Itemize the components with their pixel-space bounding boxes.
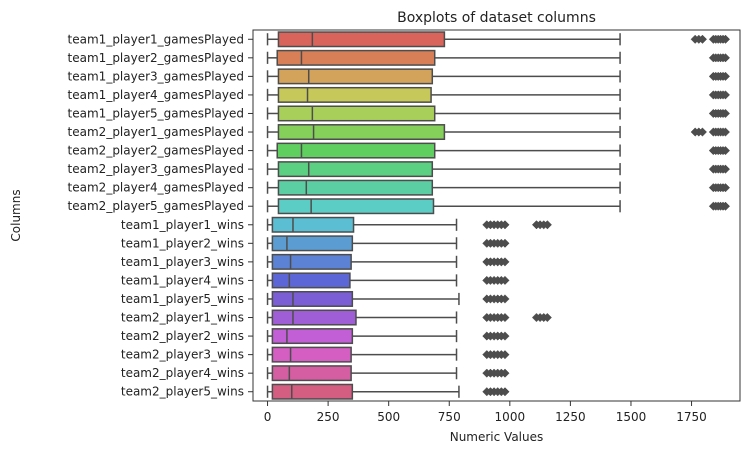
- outlier-point: [500, 368, 510, 378]
- y-axis-title: Columns: [9, 189, 23, 241]
- x-tick-label: 250: [317, 410, 340, 424]
- iqr-box: [271, 383, 354, 400]
- y-tick-label: team2_player4_gamesPlayed: [68, 181, 244, 195]
- y-tick-label: team1_player1_wins: [121, 218, 244, 232]
- outlier-point: [500, 387, 510, 397]
- y-tick-label: team2_player3_gamesPlayed: [68, 162, 244, 176]
- outlier-point: [720, 90, 731, 100]
- iqr-box: [277, 31, 446, 48]
- box-team2_player1_gamesPlayed: [266, 124, 731, 141]
- iqr-box: [277, 124, 446, 141]
- iqr-box: [271, 272, 351, 289]
- box-team1_player3_gamesPlayed: [266, 68, 731, 85]
- outlier-point: [500, 275, 510, 285]
- outlier-point: [500, 350, 510, 360]
- y-tick-label: team2_player1_gamesPlayed: [68, 125, 244, 139]
- y-tick-label: team2_player5_wins: [121, 385, 244, 399]
- x-tick-label: 750: [438, 410, 461, 424]
- box-team1_player2_wins: [266, 235, 510, 252]
- box-team2_player1_wins: [266, 309, 552, 326]
- plot-area: 0 250 500 750 1000 1250 1500 1750 team1_player1_…: [68, 31, 731, 424]
- box-team1_player3_wins: [266, 253, 510, 270]
- chart-title: Boxplots of dataset columns: [397, 10, 596, 26]
- outlier-point: [720, 201, 731, 211]
- iqr-box: [271, 309, 357, 326]
- y-tick-label: team2_player5_gamesPlayed: [68, 199, 244, 213]
- y-tick-label: team1_player3_wins: [121, 255, 244, 269]
- outlier-point: [542, 220, 552, 230]
- x-tick-label: 0: [264, 410, 272, 424]
- box-team1_player5_gamesPlayed: [266, 105, 731, 122]
- y-tick-label: team2_player4_wins: [121, 366, 244, 380]
- outlier-point: [720, 108, 731, 119]
- outlier-point: [500, 294, 510, 304]
- box-team1_player1_wins: [266, 216, 552, 233]
- iqr-box: [271, 328, 354, 345]
- box-team1_player1_gamesPlayed: [266, 31, 731, 48]
- iqr-box: [277, 161, 434, 178]
- box-team1_player2_gamesPlayed: [266, 49, 731, 66]
- outlier-point: [697, 34, 707, 44]
- y-tick-label: team1_player3_gamesPlayed: [68, 69, 244, 83]
- iqr-box: [271, 346, 352, 363]
- iqr-box: [277, 86, 432, 103]
- outlier-point: [720, 53, 731, 63]
- y-tick-label: team1_player4_gamesPlayed: [68, 88, 244, 102]
- y-tick-label: team1_player2_wins: [121, 236, 244, 250]
- iqr-box: [271, 253, 352, 270]
- y-tick-label: team2_player1_wins: [121, 311, 244, 325]
- x-tick-label: 500: [377, 410, 400, 424]
- box-team2_player3_gamesPlayed: [266, 161, 731, 178]
- outlier-point: [720, 34, 731, 44]
- outlier-point: [500, 257, 510, 267]
- box-team2_player4_gamesPlayed: [266, 179, 731, 196]
- y-tick-label: team1_player1_gamesPlayed: [68, 32, 244, 46]
- y-tick-label: team1_player4_wins: [121, 273, 244, 287]
- y-tick-label: team2_player3_wins: [121, 348, 244, 362]
- iqr-box: [277, 68, 434, 85]
- x-axis-title: Numeric Values: [450, 430, 544, 444]
- outlier-point: [697, 127, 707, 137]
- box-team1_player4_gamesPlayed: [266, 86, 731, 103]
- outlier-point: [500, 220, 510, 230]
- outlier-point: [542, 312, 552, 323]
- box-team1_player4_wins: [266, 272, 510, 289]
- x-tick-label: 1250: [555, 410, 586, 424]
- iqr-box: [276, 142, 436, 159]
- x-tick-label: 1000: [495, 410, 526, 424]
- outlier-point: [500, 331, 510, 341]
- y-tick-label: team2_player2_wins: [121, 329, 244, 343]
- outlier-point: [720, 183, 731, 193]
- iqr-box: [271, 216, 355, 233]
- outlier-point: [500, 238, 510, 248]
- y-tick-label: team2_player2_gamesPlayed: [68, 144, 244, 158]
- box-team2_player5_gamesPlayed: [266, 198, 731, 215]
- outlier-point: [720, 71, 731, 81]
- box-team1_player5_wins: [266, 290, 510, 307]
- y-tick-label: team1_player5_wins: [121, 292, 244, 306]
- outlier-point: [720, 127, 731, 137]
- x-tick-label: 1750: [676, 410, 707, 424]
- iqr-box: [277, 179, 434, 196]
- iqr-box: [277, 198, 435, 215]
- plot-frame: [252, 29, 741, 402]
- iqr-box: [271, 290, 354, 307]
- outlier-point: [720, 146, 731, 156]
- iqr-box: [271, 365, 352, 382]
- box-team2_player2_gamesPlayed: [266, 142, 731, 159]
- iqr-box: [277, 105, 436, 122]
- iqr-box: [276, 49, 436, 66]
- y-tick-label: team1_player2_gamesPlayed: [68, 51, 244, 65]
- outlier-point: [720, 164, 731, 174]
- box-team2_player4_wins: [266, 365, 510, 382]
- outlier-point: [500, 312, 510, 323]
- y-tick-label: team1_player5_gamesPlayed: [68, 106, 244, 120]
- box-team2_player2_wins: [266, 328, 510, 345]
- x-tick-label: 1500: [616, 410, 647, 424]
- box-team2_player3_wins: [266, 346, 510, 363]
- box-team2_player5_wins: [266, 383, 510, 400]
- iqr-box: [271, 235, 354, 252]
